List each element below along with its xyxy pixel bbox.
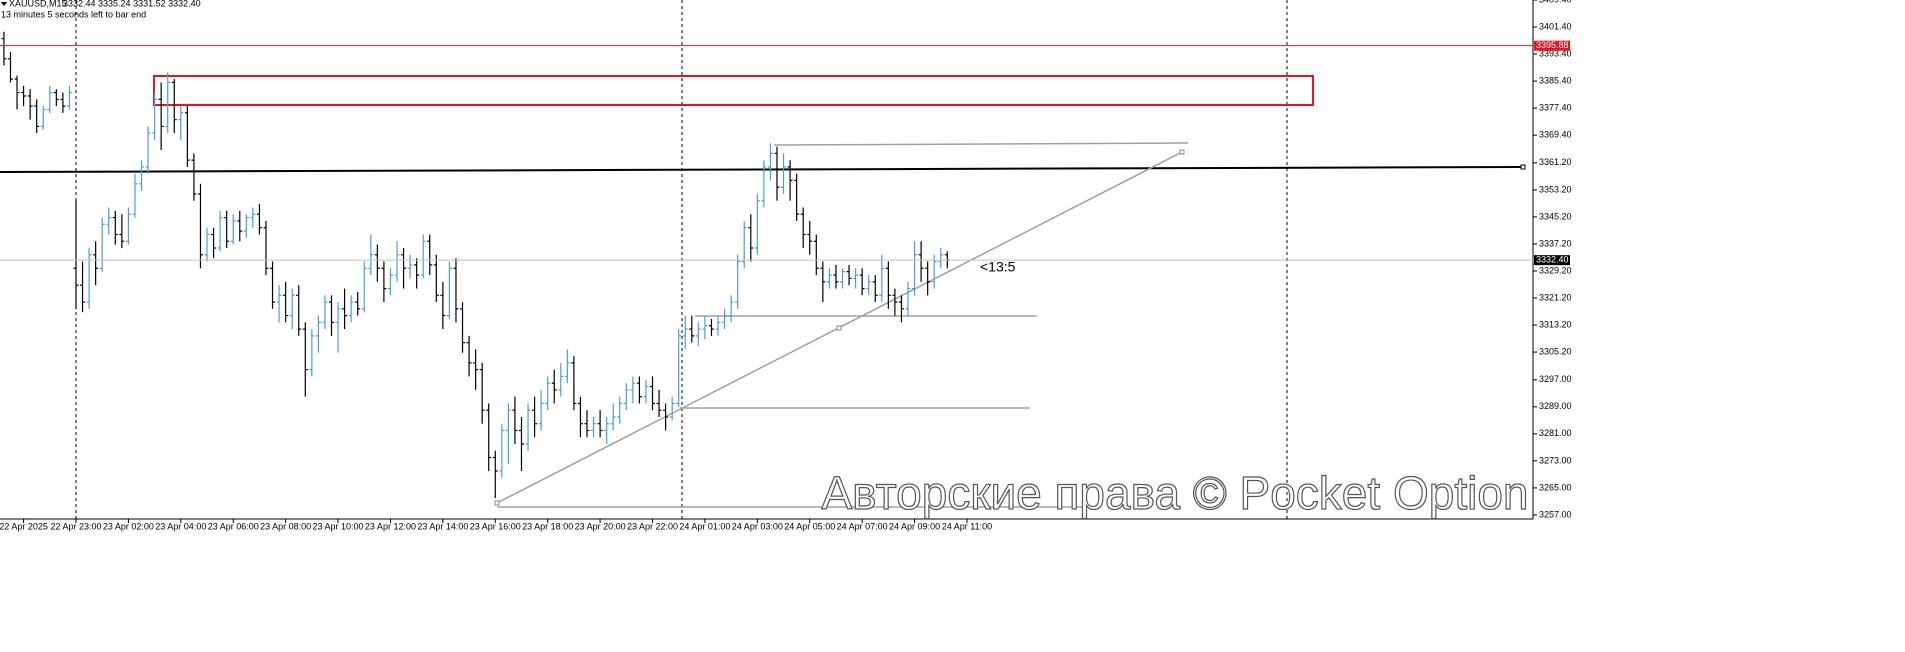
y-tick-label: 3273.00 <box>1539 455 1572 465</box>
y-tick-label: 3377.40 <box>1539 103 1572 113</box>
symbol: XAUUSD,M15 <box>9 0 67 8</box>
price-label-box <box>1534 40 1570 51</box>
x-tick-label: 24 Apr 07:00 <box>837 521 888 531</box>
y-tick-label: 3321.20 <box>1539 292 1572 302</box>
handle <box>836 325 842 331</box>
timer: 13 minutes 5 seconds left to bar end <box>1 9 146 19</box>
y-tick-label: 3385.40 <box>1539 75 1572 85</box>
y-tick-label: 3401.40 <box>1539 21 1572 31</box>
x-tick-label: 24 Apr 03:00 <box>732 521 783 531</box>
x-tick-label: 24 Apr 01:00 <box>679 521 730 531</box>
x-tick-label: 23 Apr 20:00 <box>575 521 626 531</box>
x-tick-label: 22 Apr 2025 <box>0 521 48 531</box>
x-tick-label: 24 Apr 09:00 <box>889 521 940 531</box>
handle <box>494 500 500 506</box>
y-tick-label: 3369.40 <box>1539 130 1572 140</box>
watermark: Авторские права © Pocket Option <box>822 467 1529 519</box>
x-tick-label: 23 Apr 06:00 <box>208 521 259 531</box>
y-tick-label: 3361.20 <box>1539 157 1572 167</box>
y-tick-label: 3313.20 <box>1539 319 1572 329</box>
quote: 3332.44 3335.24 3331.52 3332.40 <box>63 0 201 8</box>
y-tick-label: 3337.20 <box>1539 238 1572 248</box>
x-tick-label: 23 Apr 16:00 <box>470 521 521 531</box>
price-label: 3395.88 <box>1536 40 1569 50</box>
x-tick-label: 23 Apr 14:00 <box>417 521 468 531</box>
x-tick-label: 24 Apr 05:00 <box>784 521 835 531</box>
y-tick-label: 3345.20 <box>1539 211 1572 221</box>
y-tick-label: 3297.00 <box>1539 374 1572 384</box>
y-tick-label: 3305.20 <box>1539 346 1572 356</box>
zone-rectangle <box>153 75 1314 106</box>
x-tick-label: 23 Apr 12:00 <box>365 521 416 531</box>
y-tick-label: 3353.20 <box>1539 184 1572 194</box>
countdown: <13:5 <box>980 259 1016 275</box>
y-tick-label: 3281.00 <box>1539 428 1572 438</box>
price-label: 3332.40 <box>1536 255 1569 265</box>
bars <box>1 31 950 499</box>
x-tick-label: 23 Apr 04:00 <box>155 521 206 531</box>
drawings <box>0 0 1526 519</box>
x-tick-label: 23 Apr 10:00 <box>313 521 364 531</box>
y-tick-label: 3265.00 <box>1539 482 1572 492</box>
gray-line <box>773 142 1189 146</box>
level-line <box>0 166 1524 173</box>
y-tick-label: 3409.40 <box>1539 0 1572 4</box>
price-label-box <box>1534 255 1570 266</box>
menu-icon <box>1 2 7 6</box>
y-tick-label: 3289.00 <box>1539 401 1572 411</box>
x-tick-label: 23 Apr 02:00 <box>103 521 154 531</box>
x-tick-label: 23 Apr 18:00 <box>522 521 573 531</box>
handle <box>1179 149 1185 155</box>
x-tick-label: 24 Apr 11:00 <box>942 521 992 531</box>
handle <box>1520 164 1526 170</box>
y-tick-label: 3393.40 <box>1539 48 1572 58</box>
y-tick-label: 3257.00 <box>1539 509 1572 519</box>
x-tick-label: 22 Apr 23:00 <box>50 521 101 531</box>
x-tick-label: 23 Apr 22:00 <box>627 521 678 531</box>
y-tick-label: 3329.20 <box>1539 265 1572 275</box>
x-tick-label: 23 Apr 08:00 <box>260 521 311 531</box>
